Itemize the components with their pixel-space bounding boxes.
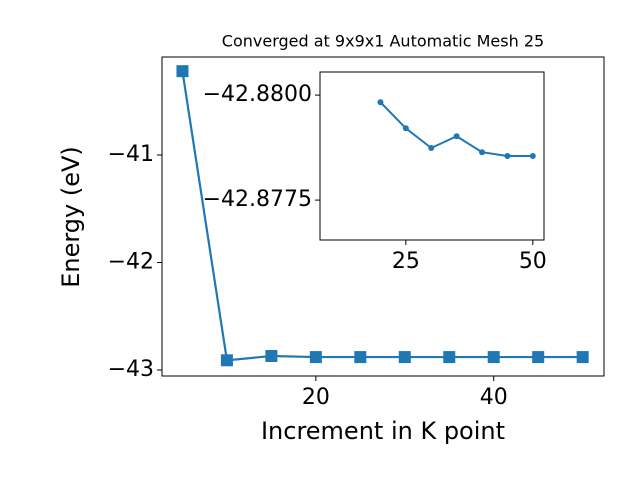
y-tick-label: −41 <box>108 142 154 167</box>
marker <box>479 149 486 156</box>
marker <box>487 351 500 364</box>
marker <box>532 351 545 364</box>
x-tick-label: 50 <box>519 249 547 274</box>
marker <box>453 133 460 140</box>
marker <box>529 153 536 159</box>
y-tick-label: −42.8775 <box>203 187 312 212</box>
marker <box>354 351 367 364</box>
axes-frame <box>319 71 545 241</box>
x-axis-label: Increment in K point <box>261 417 505 445</box>
marker <box>377 99 384 106</box>
axes-frame <box>161 56 605 377</box>
y-tick-label: −42.8800 <box>203 82 312 107</box>
marker <box>220 354 233 367</box>
y-tick-label: −43 <box>108 357 154 382</box>
marker <box>504 153 511 159</box>
x-tick-label: 20 <box>302 385 330 410</box>
plot-content <box>377 99 536 159</box>
x-tick-label: 40 <box>480 385 508 410</box>
x-tick-label: 25 <box>392 249 420 274</box>
plot-content <box>176 65 589 367</box>
marker <box>309 351 322 364</box>
marker <box>428 145 435 152</box>
marker <box>576 351 589 364</box>
y-tick-label: −42 <box>108 250 154 275</box>
marker <box>398 351 411 364</box>
marker <box>402 125 409 132</box>
y-axis-label: Energy (eV) <box>57 146 85 288</box>
chart-title: Converged at 9x9x1 Automatic Mesh 25 <box>222 32 544 51</box>
marker <box>265 350 278 363</box>
series-line <box>181 71 583 362</box>
marker <box>443 351 456 364</box>
marker <box>176 65 189 78</box>
